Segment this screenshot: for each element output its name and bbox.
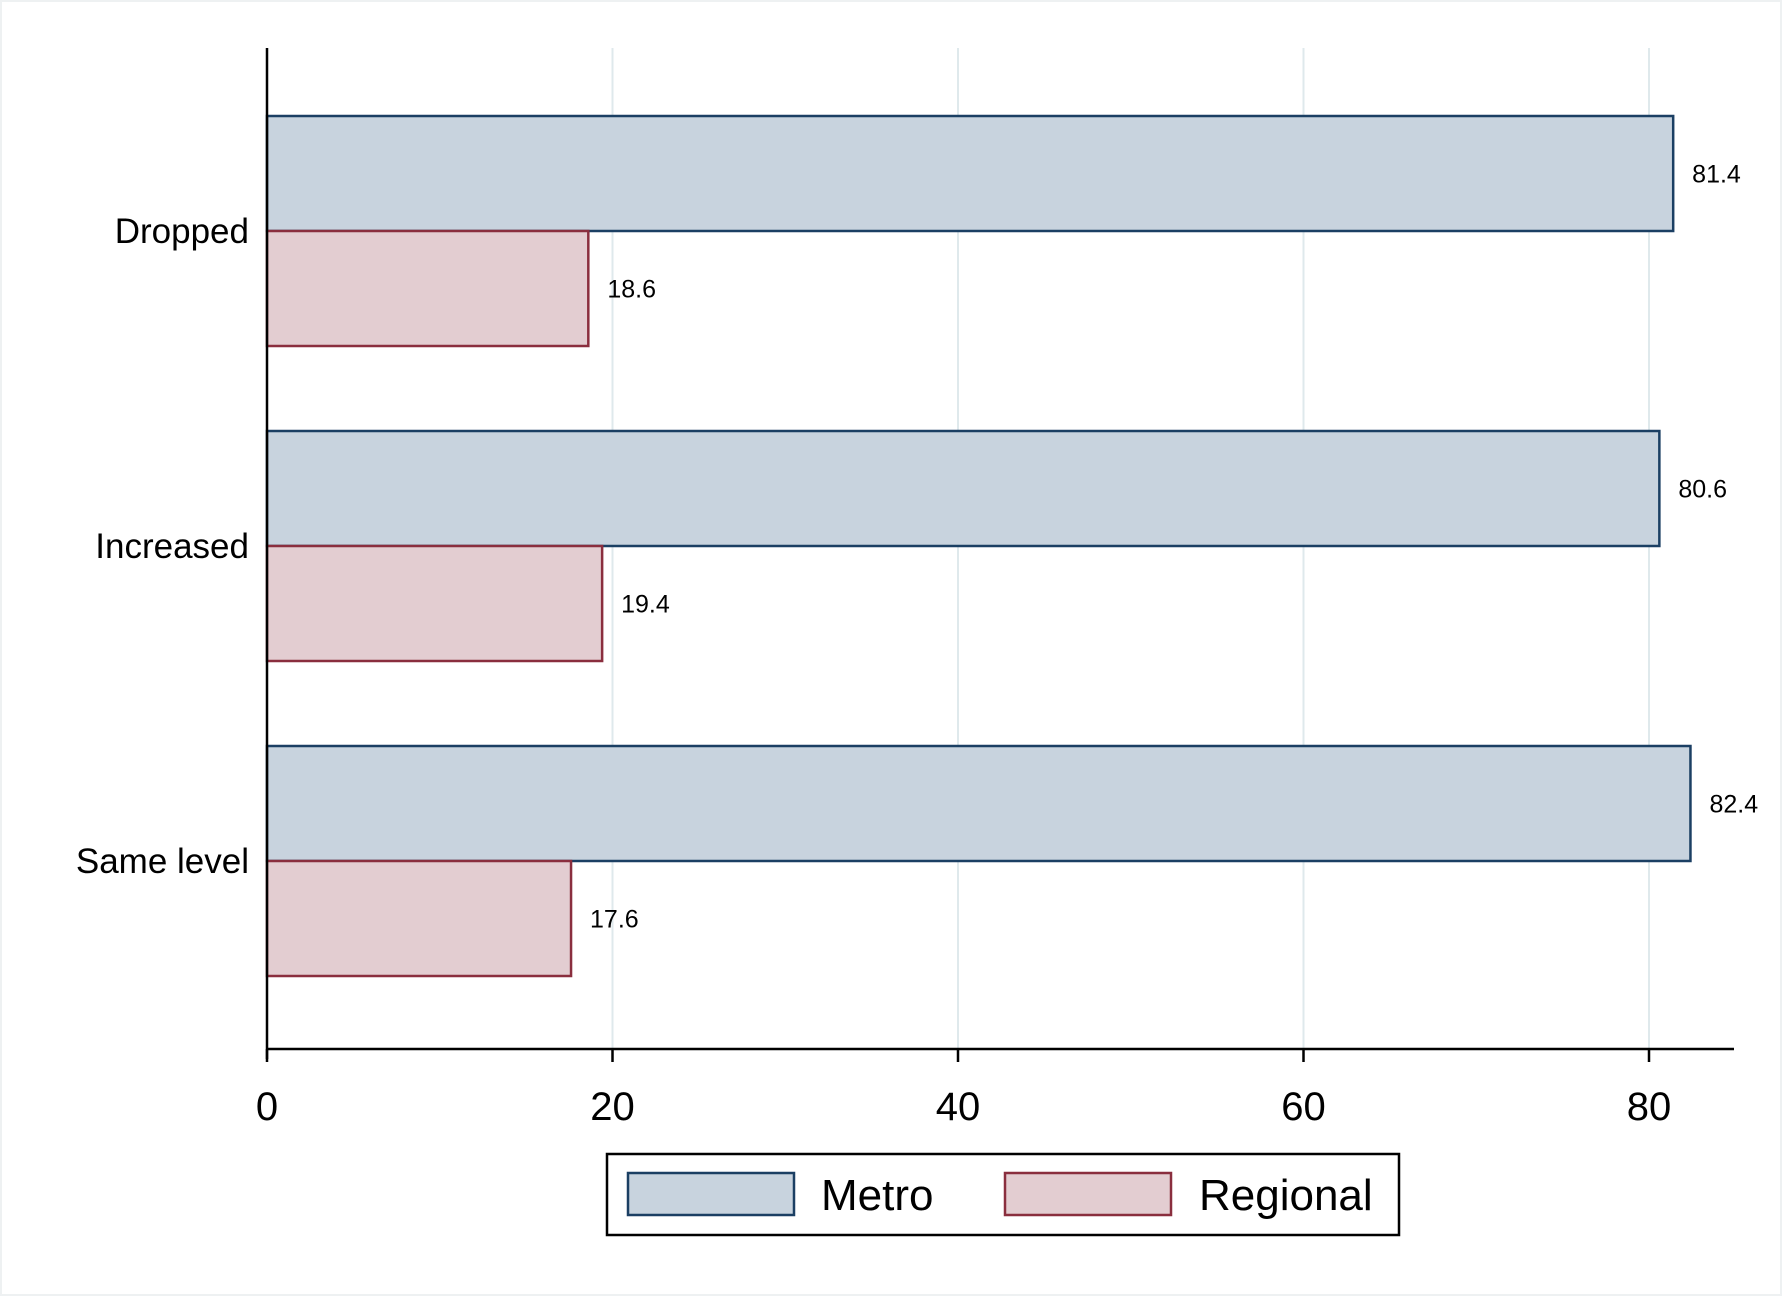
labels: 81.4 18.6 Dropped 80.6 19.4 Increased 82.4 17.6… (76, 161, 1758, 1130)
value-label: 81.4 (1692, 161, 1741, 189)
legend-swatch-regional (1003, 1171, 1173, 1217)
category-label: Dropped (115, 212, 249, 251)
value-label: 82.4 (1709, 791, 1758, 819)
bar-regional-increased (265, 544, 604, 663)
category-label: Same level (76, 842, 249, 881)
value-label: 19.4 (621, 591, 670, 619)
bar-metro-same-level (265, 744, 1692, 863)
value-label: 80.6 (1678, 476, 1727, 504)
legend-label-regional: Regional (1199, 1171, 1373, 1220)
x-tick-label: 0 (256, 1085, 278, 1129)
legend-label-metro: Metro (821, 1171, 933, 1220)
x-tick-label: 20 (590, 1085, 635, 1129)
bar-regional-dropped (265, 229, 590, 348)
legend-swatch-metro (626, 1171, 796, 1217)
bar-metro-dropped (265, 114, 1675, 233)
x-tick-label: 80 (1627, 1085, 1672, 1129)
category-label: Increased (95, 527, 249, 566)
x-tick-label: 60 (1281, 1085, 1326, 1129)
legend: Metro Regional (605, 1152, 1401, 1237)
value-label: 17.6 (590, 906, 639, 934)
axes (265, 48, 1734, 1062)
x-tick-label: 40 (936, 1085, 981, 1129)
bars (265, 114, 1692, 978)
value-label: 18.6 (607, 276, 656, 304)
bar-regional-same-level (265, 859, 573, 978)
bar-metro-increased (265, 429, 1661, 548)
